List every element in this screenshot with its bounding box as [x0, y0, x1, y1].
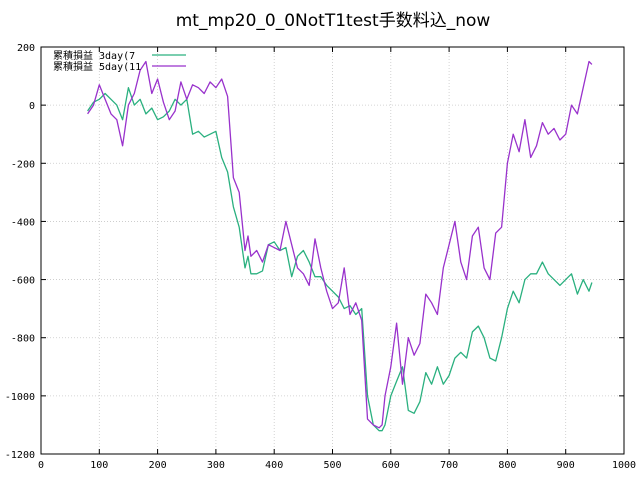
y-tick-label: 0 — [29, 101, 35, 112]
x-tick-label: 300 — [207, 460, 225, 471]
x-tick-label: 200 — [149, 460, 167, 471]
series-line-1 — [87, 87, 593, 432]
series-lines — [87, 60, 593, 432]
axis-ticks: 0 100 200 300 400 500 600 700 800 900 1000 -1200 -10… — [5, 43, 636, 471]
legend-label-1: 累積損益 3day(7 — [53, 49, 135, 62]
x-tick-label: 1000 — [612, 460, 636, 471]
x-tick-label: 600 — [382, 460, 400, 471]
series-line-2 — [87, 60, 593, 429]
x-tick-label: 400 — [265, 460, 283, 471]
x-tick-label: 700 — [440, 460, 458, 471]
y-tick-label: -200 — [11, 159, 35, 170]
x-tick-label: 800 — [498, 460, 516, 471]
y-tick-label: -800 — [11, 334, 35, 345]
y-tick-label: -1000 — [5, 392, 35, 403]
chart-title: mt_mp20_0_0NotT1test手数料込_now — [176, 11, 491, 31]
y-tick-label: -1200 — [5, 450, 35, 461]
x-tick-label: 0 — [38, 460, 44, 471]
x-tick-label: 100 — [90, 460, 108, 471]
y-tick-label: -400 — [11, 217, 35, 228]
grid-lines — [41, 47, 624, 454]
x-tick-label: 900 — [557, 460, 575, 471]
x-tick-label: 500 — [323, 460, 341, 471]
y-tick-label: -600 — [11, 276, 35, 287]
y-tick-label: 200 — [17, 43, 35, 54]
legend-label-2: 累積損益 5day(11 — [53, 60, 141, 73]
